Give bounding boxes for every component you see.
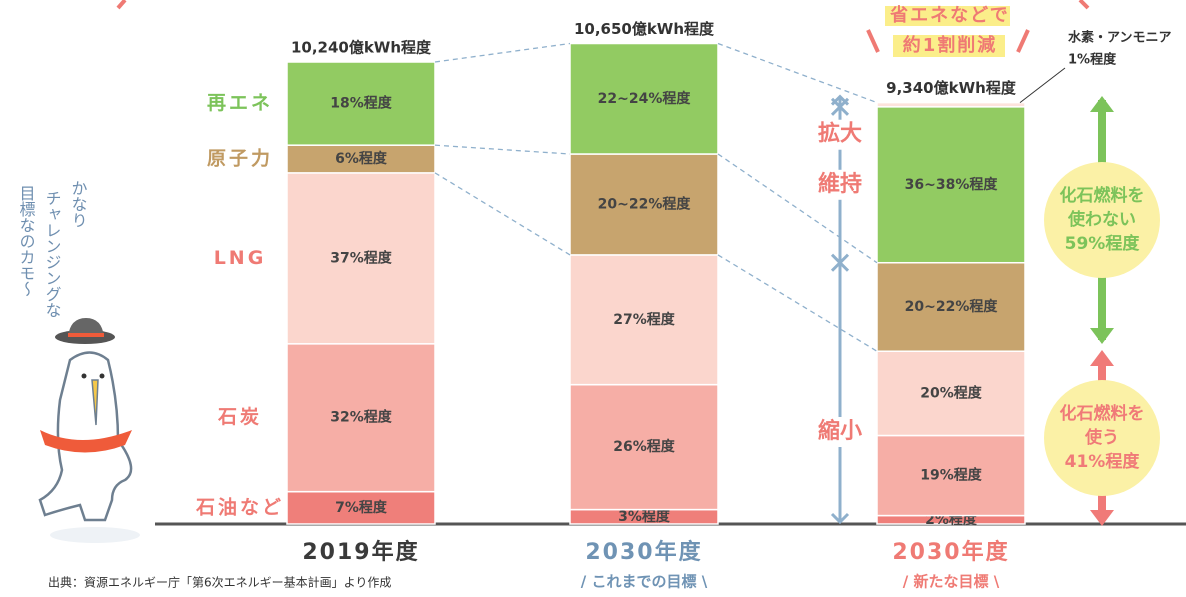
x-tick-label: 2030年度 — [585, 539, 702, 565]
segment-label: 26%程度 — [613, 438, 676, 455]
series-label: 再エネ — [207, 92, 273, 114]
segment-label: 18%程度 — [330, 95, 393, 112]
leader-line — [1020, 68, 1065, 103]
segment-label: 20~22%程度 — [905, 298, 999, 315]
fossil-note: 使わない — [1067, 209, 1136, 230]
connector — [435, 173, 570, 255]
source: 出典：資源エネルギー庁「第6次エネルギー基本計画」より作成 — [48, 575, 391, 590]
character — [40, 318, 140, 543]
total-label: 10,650億kWh程度 — [574, 20, 715, 38]
chart: 出典：資源エネルギー庁「第6次エネルギー基本計画」より作成 7%程度 石油など 32… — [0, 0, 1186, 597]
change-label: 縮小 — [818, 418, 862, 444]
total-label: 10,240億kWh程度 — [291, 39, 432, 57]
segment-label: 19%程度 — [920, 467, 983, 484]
fossil-note: 59%程度 — [1065, 233, 1141, 254]
segment-label: 6%程度 — [335, 150, 388, 167]
segment-label: 7%程度 — [335, 499, 388, 516]
connector — [718, 255, 877, 351]
segment-label: 36~38%程度 — [905, 176, 999, 193]
fossil-note: 使う — [1084, 427, 1119, 448]
change-label: 維持 — [818, 171, 862, 197]
series-label: 石炭 — [217, 406, 262, 428]
change-label: 拡大 — [818, 122, 862, 147]
reduction-note: 約1割削減 — [903, 34, 998, 56]
connector — [435, 44, 570, 62]
category-subtitle: / 新たな目標 \ — [903, 573, 1000, 591]
fossil-note: 化石燃料を — [1060, 403, 1145, 424]
segment-label: 32%程度 — [330, 409, 393, 426]
segment-label: 27%程度 — [613, 311, 676, 328]
segment-label: 37%程度 — [330, 249, 393, 266]
bar-segment — [877, 103, 1025, 107]
speech-text: 目標なのカモ〜 — [17, 185, 36, 297]
segment-label: 22~24%程度 — [598, 90, 692, 107]
series-label: 原子力 — [207, 147, 273, 170]
fossil-note: 化石燃料を — [1060, 185, 1145, 206]
series-label: LNG — [214, 247, 267, 269]
series-label: 石油など — [195, 496, 284, 518]
reduction-note: 省エネなどで — [889, 4, 1010, 26]
segment-label: 20%程度 — [920, 384, 983, 401]
connector — [718, 44, 877, 103]
segment-label: 3%程度 — [618, 508, 671, 525]
segment-label: 1%程度 — [1068, 52, 1117, 68]
category-subtitle: / これまでの目標 \ — [581, 573, 708, 591]
speech-text: かなり — [69, 180, 88, 228]
total-label: 9,340億kWh程度 — [886, 79, 1017, 97]
series-label: 水素・アンモニア — [1068, 30, 1171, 46]
speech-text: チャレンジングな — [43, 190, 62, 318]
x-tick-label: 2030年度 — [892, 539, 1009, 565]
fossil-note: 41%程度 — [1065, 451, 1141, 472]
x-tick-label: 2019年度 — [302, 539, 419, 565]
connector — [435, 145, 570, 154]
segment-label: 20~22%程度 — [598, 195, 692, 212]
